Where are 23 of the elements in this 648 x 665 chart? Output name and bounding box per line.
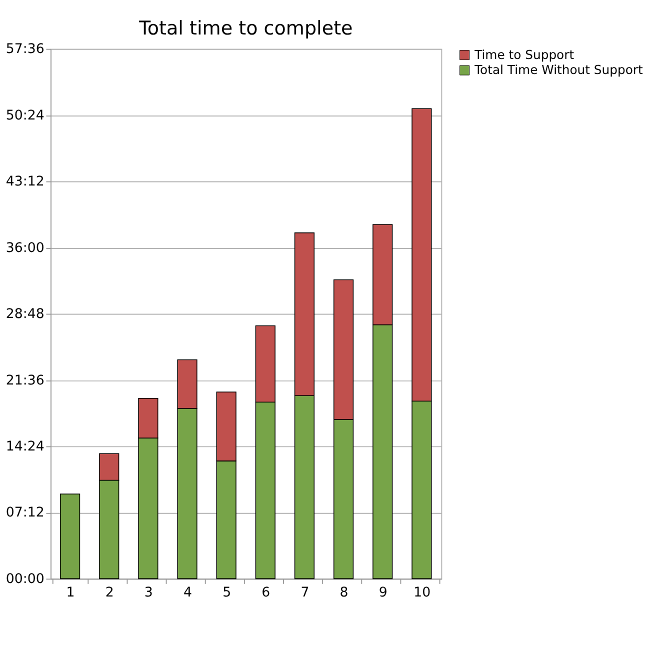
chart-title: Total time to complete — [138, 18, 353, 40]
y-tick-label: 28:48 — [6, 307, 44, 322]
x-tick-label: 4 — [183, 585, 192, 600]
x-tick-label: 7 — [300, 585, 310, 600]
x-tick-label: 2 — [105, 585, 114, 600]
y-tick-label: 57:36 — [6, 42, 44, 58]
y-tick-label: 00:00 — [6, 572, 44, 587]
bar — [60, 494, 80, 580]
x-tick-label: 8 — [340, 585, 348, 600]
legend-label: Time to Support — [474, 48, 574, 62]
legend-label: Total Time Without Support — [474, 63, 643, 78]
x-tick-label: 6 — [262, 585, 270, 600]
y-tick-label: 21:36 — [6, 373, 44, 388]
y-tick-label: 50:24 — [6, 108, 44, 124]
x-tick-label: 10 — [414, 585, 431, 600]
x-tick-label: 5 — [222, 585, 232, 600]
y-tick-label: 07:12 — [6, 506, 44, 521]
x-tick-label: 1 — [66, 585, 75, 600]
x-tick-label: 3 — [144, 585, 153, 600]
y-tick-label: 43:12 — [6, 174, 44, 190]
y-tick-label: 36:00 — [6, 240, 44, 256]
y-tick-label: 14:24 — [6, 440, 44, 455]
x-tick-label: 9 — [378, 585, 388, 600]
